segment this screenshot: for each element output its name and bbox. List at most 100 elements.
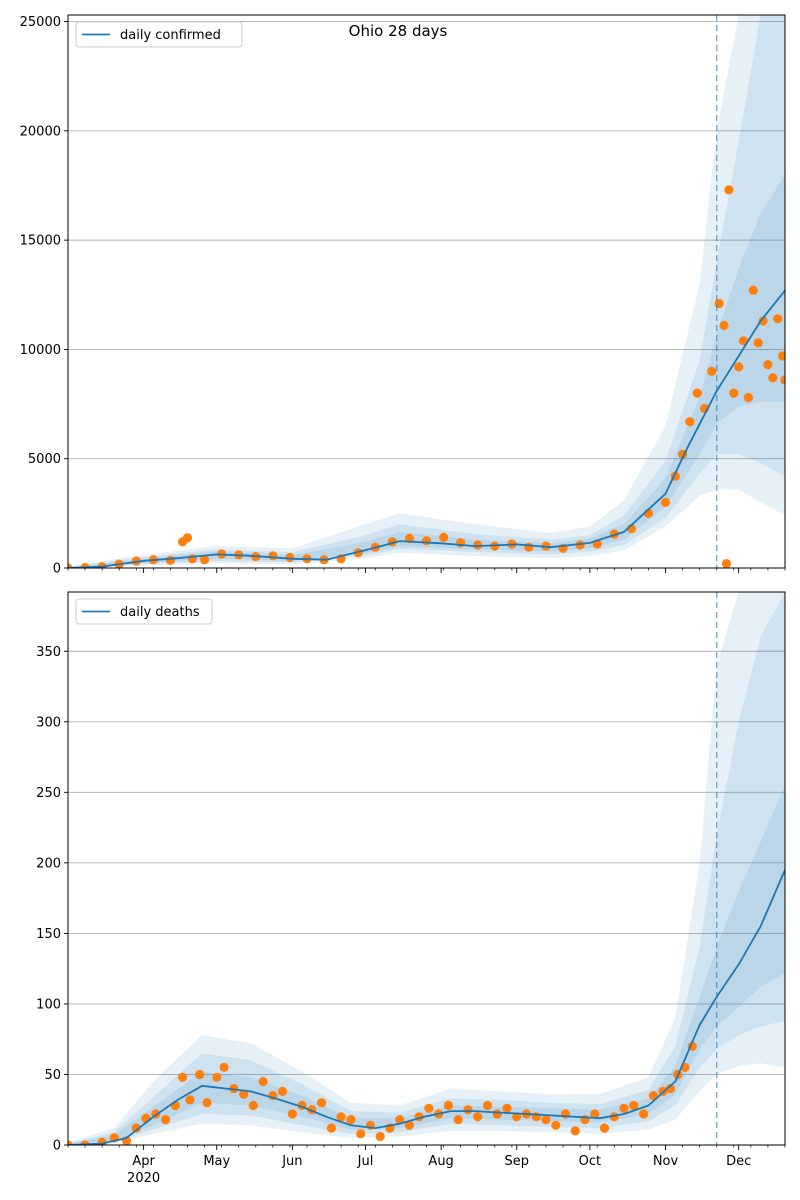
observed-point bbox=[346, 1115, 356, 1125]
observed-point bbox=[599, 1123, 610, 1133]
observed-point bbox=[326, 1123, 336, 1133]
observed-point bbox=[161, 1115, 171, 1125]
observed-point bbox=[502, 1103, 512, 1113]
observed-point bbox=[239, 1089, 249, 1099]
legend: daily deaths bbox=[75, 598, 213, 625]
observed-point bbox=[185, 1095, 195, 1105]
observed-point bbox=[375, 1131, 385, 1142]
observed-point bbox=[463, 1105, 473, 1115]
observed-point bbox=[773, 314, 783, 324]
observed-point bbox=[268, 551, 278, 561]
observed-point bbox=[719, 320, 729, 330]
observed-point bbox=[685, 417, 695, 427]
observed-point bbox=[619, 1103, 629, 1113]
observed-point bbox=[590, 1109, 600, 1119]
observed-point bbox=[482, 1100, 493, 1111]
observed-point bbox=[395, 1115, 405, 1125]
observed-point bbox=[734, 362, 744, 372]
x-year-label: 2020 bbox=[127, 1171, 160, 1186]
x-tick-label: Sep bbox=[504, 1154, 529, 1169]
chart-title: Ohio 28 days bbox=[349, 22, 448, 40]
y-tick-label: 10000 bbox=[20, 343, 61, 358]
observed-point bbox=[404, 1120, 414, 1130]
observed-point bbox=[724, 185, 734, 195]
x-tick-label: Apr bbox=[132, 1154, 155, 1169]
observed-point bbox=[758, 316, 768, 326]
observed-point bbox=[141, 1113, 151, 1123]
observed-point bbox=[287, 1109, 297, 1119]
observed-point bbox=[575, 540, 585, 550]
x-tick-label: Jul bbox=[357, 1154, 374, 1169]
observed-point bbox=[743, 392, 754, 403]
observed-point bbox=[443, 1100, 453, 1111]
y-tick-label: 25000 bbox=[20, 15, 61, 30]
observed-point bbox=[660, 497, 671, 507]
x-tick-label: Nov bbox=[653, 1154, 679, 1169]
observed-point bbox=[248, 1100, 258, 1111]
observed-point bbox=[453, 1115, 463, 1125]
observed-point bbox=[317, 1098, 327, 1108]
observed-point bbox=[551, 1120, 561, 1130]
observed-point bbox=[182, 533, 193, 543]
observed-point bbox=[665, 1084, 676, 1094]
legend: daily confirmed bbox=[75, 21, 243, 48]
y-tick-label: 200 bbox=[36, 856, 61, 871]
y-tick-label: 250 bbox=[36, 786, 61, 801]
observed-point bbox=[692, 388, 702, 398]
y-tick-label: 5000 bbox=[28, 452, 61, 467]
x-tick-label: Dec bbox=[726, 1154, 751, 1169]
y-tick-label: 15000 bbox=[20, 234, 61, 249]
observed-point bbox=[524, 542, 534, 552]
observed-point bbox=[202, 1098, 212, 1108]
observed-point bbox=[707, 366, 717, 376]
observed-point bbox=[200, 555, 210, 565]
y-tick-label: 0 bbox=[53, 562, 61, 577]
chart-panel-1: 0 5000 10000 15000 20000 25000 daily confirmed bbox=[20, 14, 786, 577]
y-tick-label: 350 bbox=[36, 645, 61, 660]
observed-point bbox=[768, 373, 778, 383]
y-tick-label: 0 bbox=[53, 1139, 61, 1154]
observed-point bbox=[178, 1072, 188, 1082]
observed-point bbox=[629, 1100, 639, 1111]
legend-box bbox=[75, 598, 213, 625]
observed-point bbox=[336, 1112, 346, 1122]
observed-point bbox=[748, 285, 758, 295]
legend-label: daily deaths bbox=[120, 605, 200, 620]
y-tick-label: 300 bbox=[36, 715, 61, 730]
observed-point bbox=[456, 538, 466, 548]
observed-point bbox=[165, 555, 175, 565]
legend-box bbox=[75, 21, 243, 48]
x-tick-label: Jun bbox=[281, 1154, 302, 1169]
observed-point bbox=[639, 1109, 649, 1119]
observed-point bbox=[258, 1076, 268, 1087]
x-tick-label: Oct bbox=[579, 1154, 601, 1169]
observed-point bbox=[753, 338, 763, 348]
observed-point bbox=[195, 1069, 205, 1080]
observed-point bbox=[721, 559, 732, 568]
observed-point bbox=[439, 532, 449, 543]
chart-panel-2: 0 50 100 150 200 250 300 350 Apr 2020 May Jun Jul Aug… bbox=[36, 591, 786, 1186]
observed-point bbox=[780, 375, 785, 385]
observed-point bbox=[763, 360, 773, 370]
observed-point bbox=[278, 1086, 288, 1096]
series-line bbox=[68, 869, 785, 1145]
observed-point bbox=[219, 1062, 229, 1072]
observed-point bbox=[285, 552, 295, 563]
plot-area bbox=[68, 592, 785, 1145]
y-tick-label: 20000 bbox=[20, 124, 61, 139]
observed-point bbox=[68, 1140, 73, 1145]
observed-point bbox=[473, 1112, 483, 1122]
observed-point bbox=[68, 563, 73, 568]
observed-point bbox=[356, 1129, 366, 1139]
observed-point bbox=[212, 1072, 222, 1082]
series-line bbox=[68, 289, 785, 568]
observed-point bbox=[473, 540, 483, 550]
observed-point bbox=[492, 1109, 502, 1119]
observed-point bbox=[131, 1123, 141, 1133]
observed-point bbox=[541, 1115, 551, 1125]
plot-area bbox=[68, 15, 785, 568]
y-tick-label: 100 bbox=[36, 997, 61, 1012]
observed-point bbox=[729, 388, 739, 398]
x-tick-label: Aug bbox=[428, 1154, 453, 1169]
observed-point bbox=[778, 351, 785, 361]
